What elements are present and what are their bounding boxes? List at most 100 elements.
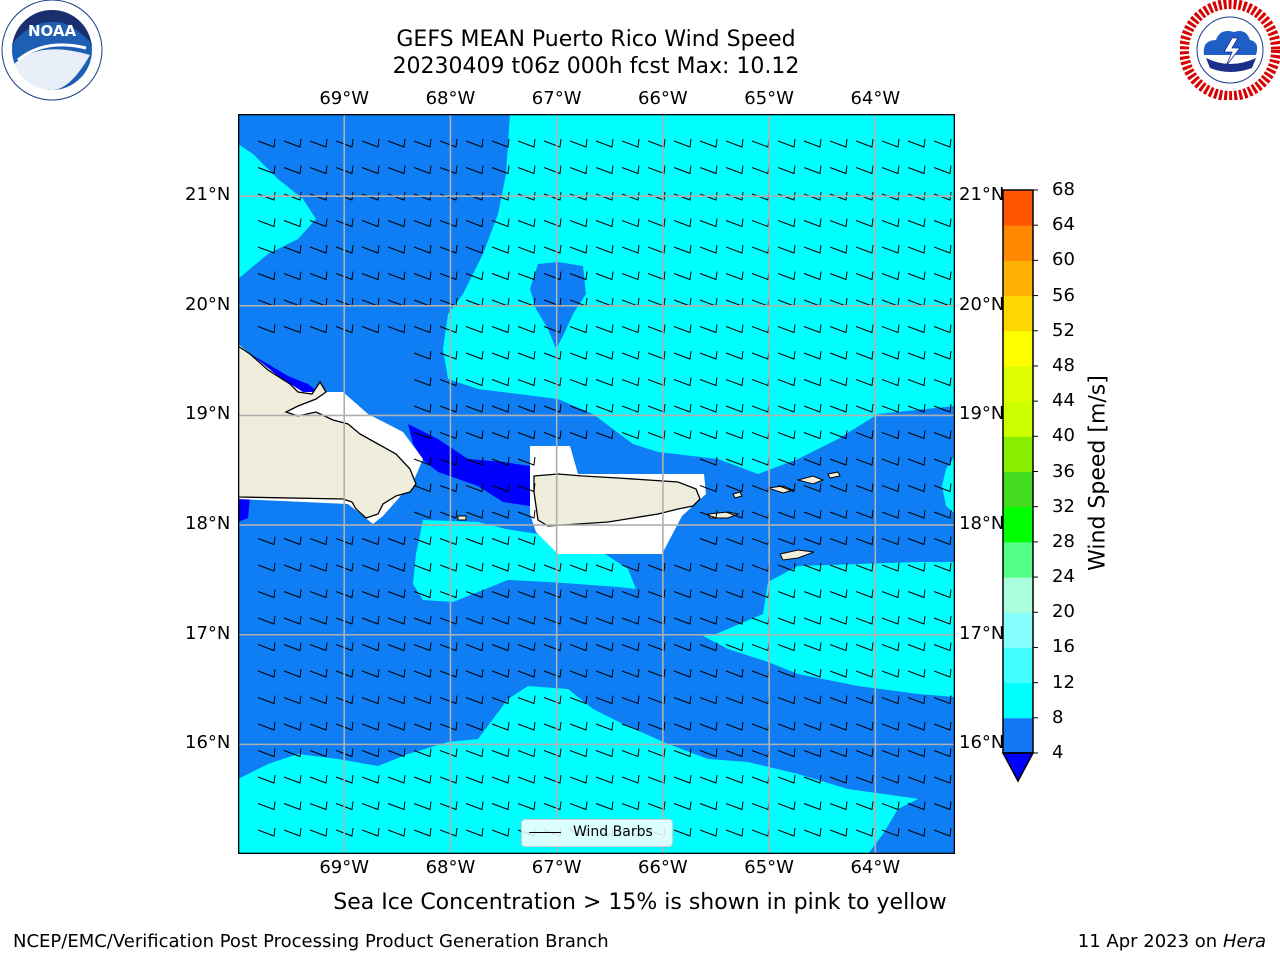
wind-barb <box>569 748 588 758</box>
wind-barb <box>491 271 510 281</box>
wind-barb <box>491 615 510 625</box>
wind-barb <box>491 324 510 334</box>
wind-barb <box>595 244 614 254</box>
wind-barb <box>777 218 796 228</box>
wind-barb <box>777 483 796 493</box>
colorbar-tick-label: 68 <box>1052 179 1075 200</box>
colorbar-segment <box>1003 682 1033 719</box>
wind-barb <box>647 271 666 281</box>
wind-barb <box>569 668 588 678</box>
wind-barb <box>829 165 848 175</box>
wind-barb <box>387 536 406 546</box>
wind-barb <box>491 350 510 360</box>
wind-barb <box>777 774 796 784</box>
wind-barb <box>309 271 328 281</box>
wind-barb <box>413 801 432 811</box>
wind-barb <box>777 695 796 705</box>
wind-barb <box>465 456 484 466</box>
wind-barb <box>699 430 718 440</box>
wind-barb <box>309 642 328 652</box>
wind-barb <box>491 536 510 546</box>
wind-barb <box>933 377 952 387</box>
wind-barb <box>283 589 302 599</box>
wind-barb <box>725 642 744 652</box>
wind-barb <box>725 774 744 784</box>
wind-barb <box>309 721 328 731</box>
colorbar-tick-label: 20 <box>1052 601 1075 623</box>
wind-barb <box>933 165 952 175</box>
wind-barb <box>283 138 302 148</box>
wind-barb <box>543 430 562 440</box>
wind-barb <box>647 350 666 360</box>
wind-barb <box>543 138 562 148</box>
wind-barb <box>725 271 744 281</box>
map-frame <box>238 114 955 854</box>
colorbar-tick-label: 44 <box>1052 390 1075 412</box>
wind-barb <box>257 244 276 254</box>
lon-label-top: 69°W <box>319 88 370 109</box>
wind-barb <box>491 562 510 572</box>
wind-barb <box>491 244 510 254</box>
wind-barb <box>803 589 822 599</box>
wind-barb <box>907 244 926 254</box>
wind-barb <box>829 748 848 758</box>
wind-barb <box>491 801 510 811</box>
wind-barb <box>283 562 302 572</box>
wind-barb <box>361 801 380 811</box>
hispaniola-land <box>238 345 417 519</box>
wind-barb <box>647 138 666 148</box>
wind-barb <box>907 218 926 228</box>
wind-barb <box>621 430 640 440</box>
wind-barb <box>829 589 848 599</box>
wind-barb <box>621 642 640 652</box>
wind-barb <box>777 350 796 360</box>
wind-barb <box>569 271 588 281</box>
wind-barbs <box>257 138 952 837</box>
wind-speed-map <box>238 114 955 854</box>
wind-barb <box>725 138 744 148</box>
wind-barb <box>413 536 432 546</box>
wind-barb <box>777 138 796 148</box>
wind-barb <box>517 138 536 148</box>
wind-barb <box>647 165 666 175</box>
lon-label-top: 64°W <box>850 88 901 109</box>
wind-barb <box>933 668 952 678</box>
colorbar-segment <box>1003 401 1033 437</box>
wind-barb <box>803 748 822 758</box>
wind-barb <box>387 642 406 652</box>
wind-barb <box>673 615 692 625</box>
wind-barb <box>361 748 380 758</box>
wind-barb <box>933 244 952 254</box>
wind-barb <box>335 721 354 731</box>
wind-barb <box>361 615 380 625</box>
wind-barb <box>907 536 926 546</box>
wind-barb <box>491 668 510 678</box>
wind-barb <box>725 456 744 466</box>
wind-barb <box>465 509 484 519</box>
colorbar-label: Wind Speed [m/s] <box>1085 375 1111 571</box>
wind-barb <box>933 324 952 334</box>
wind-barb <box>413 350 432 360</box>
wind-barb <box>647 748 666 758</box>
wind-barb <box>907 483 926 493</box>
wind-barb <box>777 801 796 811</box>
wind-barb <box>673 695 692 705</box>
wind-barb <box>881 350 900 360</box>
wind-barb <box>699 271 718 281</box>
wind-barb <box>465 748 484 758</box>
lat-label-right: 20°N <box>959 293 1005 315</box>
wind-barb <box>257 271 276 281</box>
wind-barb <box>569 218 588 228</box>
wind-barb <box>907 509 926 519</box>
wind-barb <box>413 509 432 519</box>
wind-barb <box>621 668 640 678</box>
wind-barb <box>569 774 588 784</box>
wind-barb <box>855 138 874 148</box>
noaa-logo: NOAA <box>1 0 103 101</box>
wind-barb <box>777 271 796 281</box>
wind-barb <box>907 403 926 413</box>
wind-barb <box>361 165 380 175</box>
st-croix-island <box>779 549 815 561</box>
wind-barb <box>829 721 848 731</box>
wind-barb <box>881 324 900 334</box>
